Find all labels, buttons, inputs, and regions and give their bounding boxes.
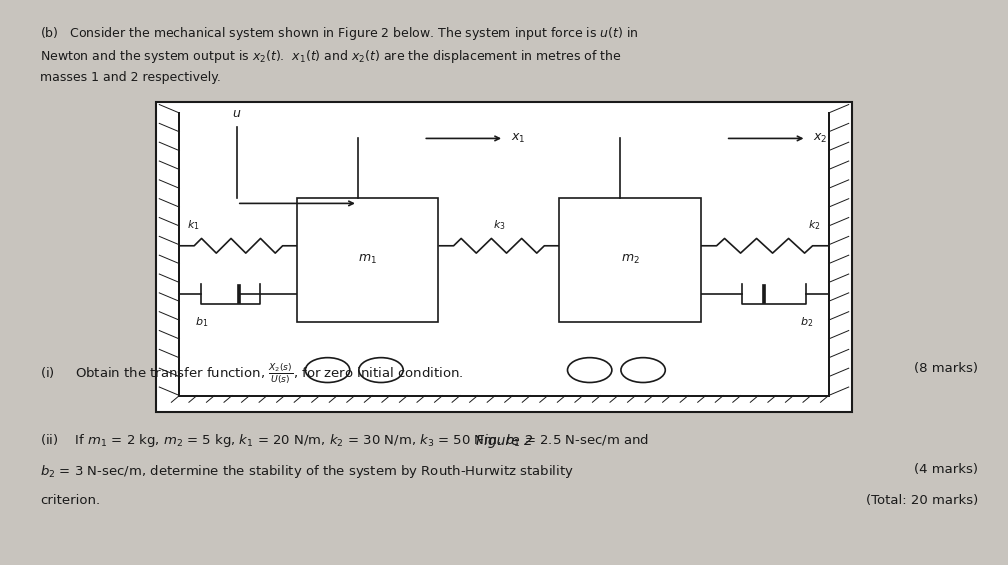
Text: (8 marks): (8 marks) [914, 362, 978, 375]
Text: $m_2$: $m_2$ [621, 253, 639, 267]
Text: $u$: $u$ [232, 107, 242, 120]
Text: (b)   Consider the mechanical system shown in Figure 2 below. The system input f: (b) Consider the mechanical system shown… [40, 25, 639, 42]
Text: $x_1$: $x_1$ [511, 132, 525, 145]
Text: (i)     Obtain the transfer function, $\frac{X_2(s)}{U(s)}$, for zero initial co: (i) Obtain the transfer function, $\frac… [40, 362, 464, 386]
Text: (4 marks): (4 marks) [914, 463, 978, 476]
Text: Newton and the system output is $x_2(t)$.  $x_1(t)$ and $x_2(t)$ are the displac: Newton and the system output is $x_2(t)$… [40, 48, 622, 65]
Text: $k_2$: $k_2$ [808, 218, 821, 232]
Bar [156, 102, 852, 412]
Bar [156, 102, 852, 412]
Text: masses 1 and 2 respectively.: masses 1 and 2 respectively. [40, 71, 221, 84]
Text: $b_2$: $b_2$ [799, 315, 813, 329]
Text: (ii)    If $m_1$ = 2 kg, $m_2$ = 5 kg, $k_1$ = 20 N/m, $k_2$ = 30 N/m, $k_3$ = 5: (ii) If $m_1$ = 2 kg, $m_2$ = 5 kg, $k_1… [40, 432, 649, 449]
Text: $x_2$: $x_2$ [813, 132, 828, 145]
Bar [559, 198, 701, 322]
Text: $m_1$: $m_1$ [359, 253, 377, 267]
Text: $b_1$: $b_1$ [195, 315, 209, 329]
Text: (Total: 20 marks): (Total: 20 marks) [866, 494, 978, 507]
Text: $k_3$: $k_3$ [493, 218, 505, 232]
Bar [297, 198, 438, 322]
Text: $b_2$ = 3 N-sec/m, determine the stability of the system by Routh-Hurwitz stabil: $b_2$ = 3 N-sec/m, determine the stabili… [40, 463, 575, 480]
Text: criterion.: criterion. [40, 494, 101, 507]
Text: $k_1$: $k_1$ [187, 218, 201, 232]
Text: Figure 2: Figure 2 [476, 434, 532, 447]
